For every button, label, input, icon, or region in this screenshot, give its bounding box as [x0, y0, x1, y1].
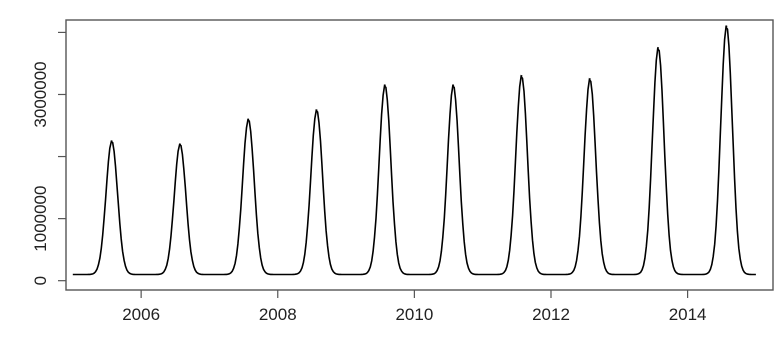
x-axis: 2006 2008 2010 2012 2014	[122, 290, 707, 324]
x-tick-label: 2008	[259, 305, 297, 324]
peak-point	[452, 84, 455, 86]
peak-point	[520, 75, 523, 77]
series-layer	[72, 25, 756, 276]
series-line	[72, 25, 756, 276]
y-tick-label: 3000000	[31, 61, 50, 127]
x-tick-label: 2006	[122, 305, 160, 324]
peak-point	[179, 143, 181, 145]
peak-point	[589, 78, 591, 80]
peak-point	[725, 25, 728, 28]
y-axis: 0 1000000 3000000	[31, 31, 66, 285]
peak-point	[247, 118, 250, 121]
peak-point	[315, 109, 318, 111]
x-tick-label: 2012	[532, 305, 570, 324]
x-tick-label: 2014	[669, 305, 707, 324]
plot-frame	[65, 19, 774, 291]
y-tick-label: 1000000	[31, 186, 50, 252]
y-tick-label: 0	[31, 276, 50, 285]
peak-point	[384, 84, 386, 86]
peak-point	[110, 140, 113, 142]
peak-point	[657, 47, 660, 49]
x-tick-label: 2010	[395, 305, 433, 324]
